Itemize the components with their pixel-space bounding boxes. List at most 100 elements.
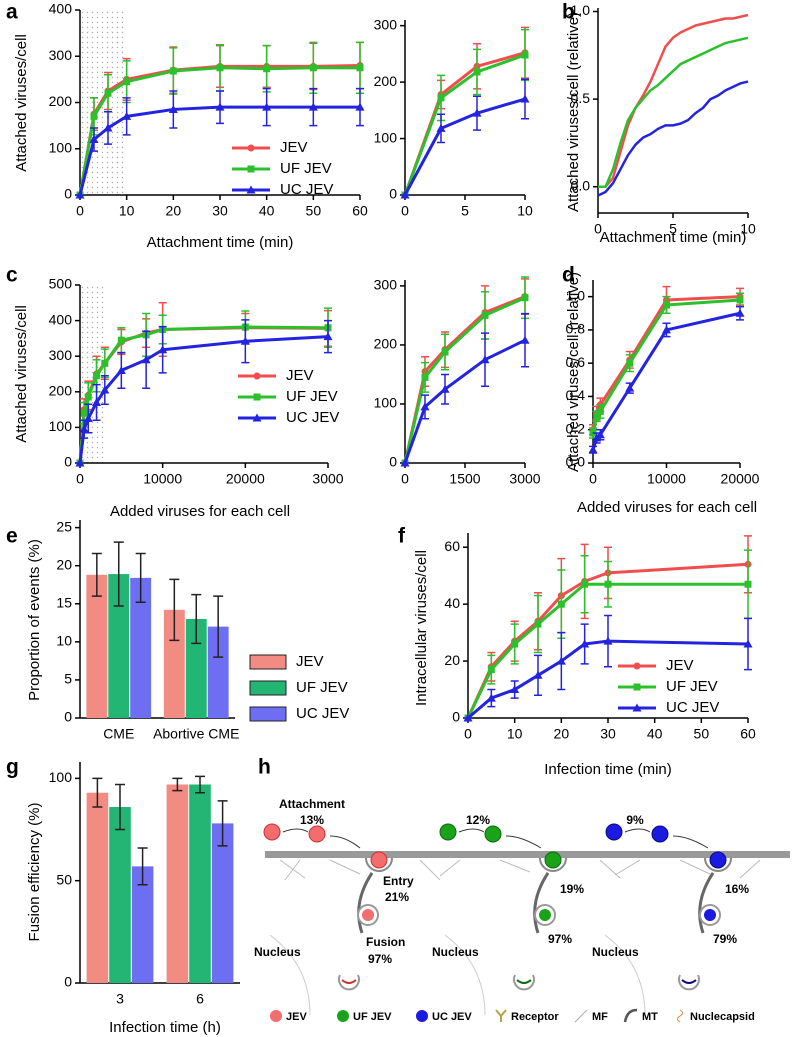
x-axis-label: Added viruses for each cell <box>577 499 757 516</box>
y-tick-label: 100 <box>49 769 73 785</box>
marker <box>662 325 671 334</box>
bar <box>207 626 229 718</box>
x-tick-label: 5 <box>461 203 469 219</box>
y-tick-label: 0 <box>64 454 72 470</box>
x-tick-label: 0 <box>76 471 84 487</box>
y-tick-label: 200 <box>49 383 73 399</box>
y-axis-label: Fusion efficiency (%) <box>26 803 43 942</box>
legend-label: UF JEV <box>666 678 718 695</box>
y-axis-label: Attached viruses/cell <box>13 305 30 443</box>
series-line <box>78 335 329 464</box>
x-tick-label: 20000 <box>721 471 760 487</box>
column: 12% 19% 97% Nucleus <box>432 813 584 1016</box>
y-tick-label: 200 <box>49 93 73 109</box>
x-tick-label: 0 <box>401 471 409 487</box>
legend-swatch <box>249 680 287 696</box>
x-tick-label: 3000 <box>312 471 343 487</box>
legend-marker <box>253 393 261 401</box>
marker <box>595 430 605 439</box>
diagram-legend: JEV UF JEV UC JEV Receptor MF MT Nucleca… <box>270 1008 755 1023</box>
marker <box>79 424 89 433</box>
bar <box>211 823 234 983</box>
y-tick-label: 200 <box>374 336 398 352</box>
marker <box>104 89 112 97</box>
y-tick-label: 0 <box>389 186 397 202</box>
y-tick-label: 60 <box>444 538 460 554</box>
marker <box>323 332 333 341</box>
marker <box>103 123 113 132</box>
legend-label: UF JEV <box>286 388 338 405</box>
marker <box>83 414 93 422</box>
x-axis-label: Infection time (h) <box>109 1019 221 1036</box>
attachment-percent: 12% <box>466 813 490 827</box>
marker <box>216 64 224 72</box>
marker <box>100 385 110 394</box>
x-tick-label: 3 <box>116 991 124 1007</box>
series-line <box>403 53 526 196</box>
marker <box>603 636 613 645</box>
marker <box>92 397 102 406</box>
y-tick-label: 300 <box>374 16 398 32</box>
marker <box>486 693 496 702</box>
x-tick-label: 0 <box>76 203 84 219</box>
bar <box>86 574 108 718</box>
marker <box>663 301 670 309</box>
marker <box>309 64 317 72</box>
x-tick-label: 30 <box>600 726 616 742</box>
x-axis-label: Attachment time (min) <box>600 229 747 246</box>
y-tick-label: 0.0 <box>566 454 586 470</box>
bar <box>185 619 207 718</box>
step-label: Attachment <box>279 797 345 811</box>
y-tick-label: 300 <box>49 347 73 363</box>
fusion-percent: 97% <box>548 932 572 946</box>
y-tick-label: 0 <box>64 709 72 725</box>
y-tick-label: 500 <box>49 276 73 292</box>
y-tick-label: 10 <box>56 633 72 649</box>
marker <box>355 102 365 111</box>
marker <box>141 355 151 364</box>
x-tick-label: 40 <box>259 203 275 219</box>
x-tick-label: 1500 <box>449 471 480 487</box>
series-line <box>598 36 749 188</box>
x-tick-label: 0 <box>594 221 602 237</box>
marker <box>421 373 429 381</box>
series-line <box>597 80 749 197</box>
marker <box>588 445 598 454</box>
marker <box>511 640 519 648</box>
marker <box>735 308 745 317</box>
marker <box>556 656 566 665</box>
column: Attachment 13% Entry 21% Fusion 97% Nucl… <box>254 797 414 1016</box>
y-tick-label: 0 <box>452 709 460 725</box>
legend-label: JEV <box>280 139 308 156</box>
membrane <box>265 851 790 858</box>
panel-label: d <box>562 264 575 287</box>
legend-swatch <box>249 706 287 722</box>
nucleus-label: Nucleus <box>254 945 301 959</box>
marker <box>626 359 634 367</box>
attachment-percent: 9% <box>626 813 644 827</box>
legend-marker <box>633 662 641 670</box>
legend-label: Receptor <box>511 1011 559 1023</box>
series-line <box>466 562 749 719</box>
y-tick-label: 15 <box>56 594 72 610</box>
y-tick-label: 50 <box>56 871 72 887</box>
y-tick-label: 100 <box>374 129 398 145</box>
marker <box>93 372 101 380</box>
marker <box>308 102 318 111</box>
marker <box>625 383 635 392</box>
legend-marker <box>247 165 255 173</box>
legend-label: UC JEV <box>280 181 333 198</box>
marker <box>557 600 565 608</box>
series-line <box>403 338 526 464</box>
legend-label: UF JEV <box>280 160 332 177</box>
error-bar <box>213 595 224 658</box>
legend-label: Nuclecapsid <box>690 1011 755 1023</box>
marker <box>90 112 98 120</box>
bar <box>108 574 130 718</box>
x-tick-label: 0 <box>589 471 597 487</box>
y-tick-label: 1.0 <box>571 2 591 18</box>
fusion-percent: 97% <box>368 952 392 966</box>
marker <box>520 94 530 103</box>
x-tick-label: Abortive CME <box>153 726 239 742</box>
marker <box>520 335 530 344</box>
